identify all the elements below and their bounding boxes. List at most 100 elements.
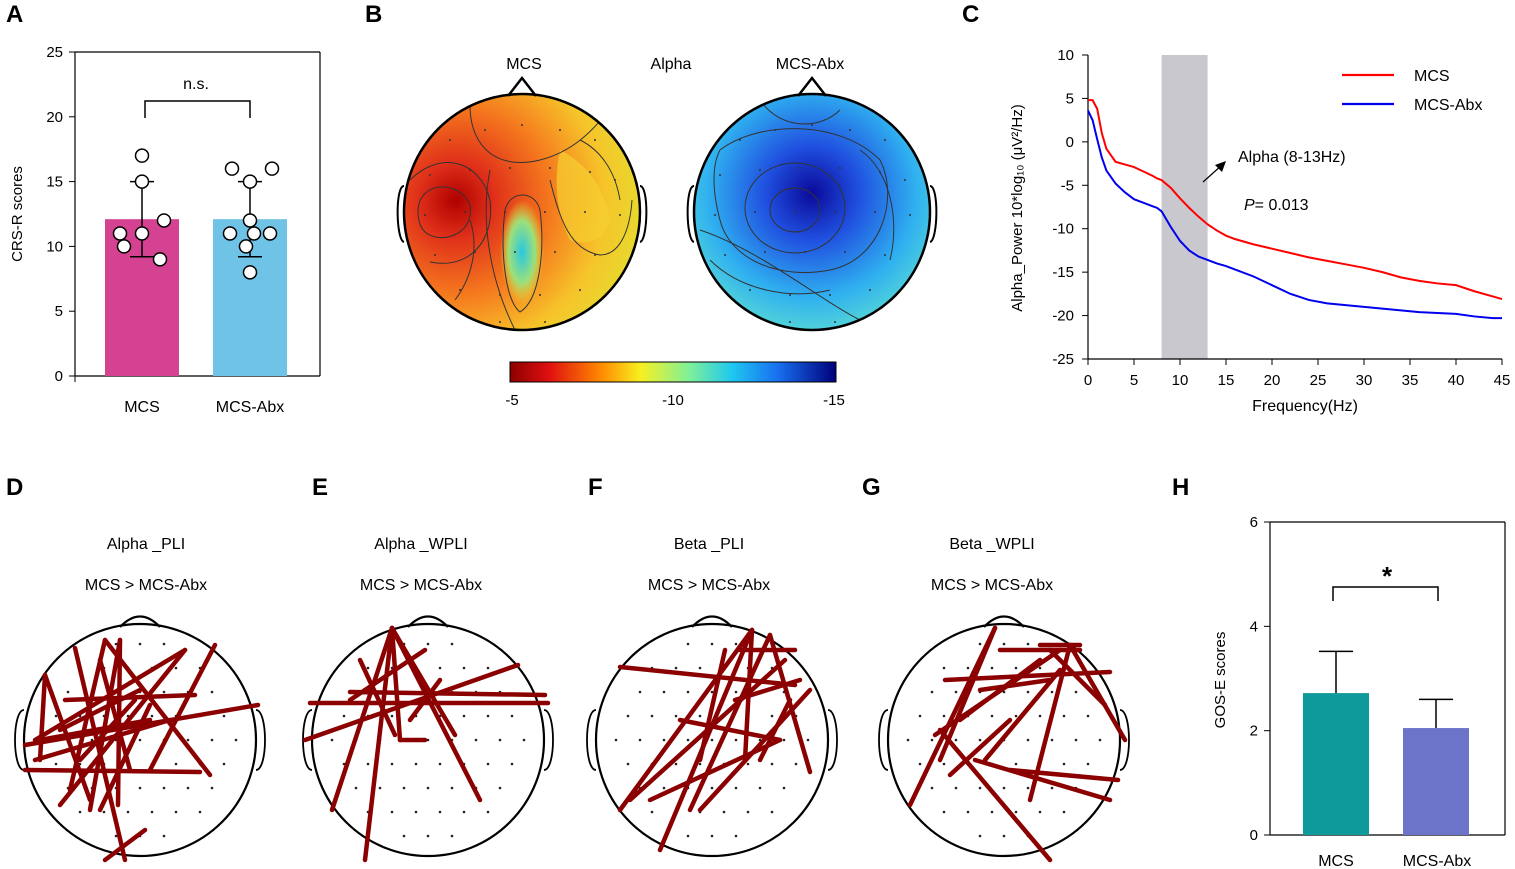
electrode-dot [1050,786,1054,790]
electrode-dot [918,762,922,766]
electrode-dot [450,786,454,790]
electrode-dot [698,762,702,766]
electrode-dot [450,642,454,646]
topomap-mcs [396,75,648,332]
electrode-dot [746,762,750,766]
gos-e-bar-chart: 0 2 4 6 [1250,514,1506,844]
electrode-dot [1002,834,1006,838]
electrode-dot [222,762,226,766]
c-y-tick-label: 0 [1066,134,1074,151]
electrode-dot [150,810,154,814]
electrode-dot [1038,810,1042,814]
electrode-dot [414,810,418,814]
electrode-dot [954,690,958,694]
p-value-number: = 0.013 [1255,197,1309,214]
electrode-dot [638,738,642,742]
head-nose [407,615,449,628]
crs-r-y-axis-title: CRS-R scores [9,166,26,262]
a-data-point [156,213,172,228]
electrode-dot [222,714,226,718]
electrode-dot [522,738,526,742]
electrode-dot [438,666,442,670]
electrode-dot [782,738,786,742]
electrode-dot [486,666,490,670]
electrode-dot [662,738,666,742]
c-x-tick-label: 40 [1448,372,1465,389]
electrode-dot [990,714,994,718]
topomap-label-mcs: MCS [506,56,542,73]
electrode-dot [1014,810,1018,814]
electrode-dot [770,762,774,766]
electrode-dot [710,690,714,694]
panel-letter-f: F [588,474,603,501]
crs-r-significance-label: n.s. [183,76,209,93]
electrode-dot [210,786,214,790]
a-data-point [134,226,150,241]
h-bar-MCS [1303,693,1369,835]
electrode-dot [770,714,774,718]
panel-f: F Beta _PLI MCS > MCS-Abx [586,474,838,858]
network-e-title: Alpha _WPLI [374,536,467,553]
electrode-dot [198,810,202,814]
c-x-tick-label: 0 [1084,372,1092,389]
electrode-dot [498,738,502,742]
a-data-point [242,213,258,228]
electrode-dot [614,738,618,742]
a-y-tick-label: 20 [46,109,63,126]
c-x-tick-label: 45 [1494,372,1511,389]
gos-e-significance-label: * [1382,561,1393,591]
electrode-dot [1050,738,1054,742]
electrode-dot [710,786,714,790]
electrode-dot [930,738,934,742]
electrode-dot [366,762,370,766]
c-x-tick-label: 35 [1402,372,1419,389]
electrode-dot [426,834,430,838]
electrode-dot [174,762,178,766]
c-y-tick-label: -5 [1061,177,1074,194]
electrode-dot [806,738,810,742]
electrode-dot [906,738,910,742]
panel-b: B MCS Alpha MCS-Abx [365,1,938,409]
gos-e-y-axis-title: GOS-E scores [1212,632,1229,729]
a-data-point [112,226,128,241]
electrode-dot [978,738,982,742]
c-series-line-MCS-Abx [1087,110,1502,320]
c-x-tick-label: 10 [1172,372,1189,389]
gos-e-category-mcs-abx: MCS-Abx [1403,853,1471,869]
electrode-dot [674,666,678,670]
h-y-tick-label: 6 [1250,514,1258,531]
topomap-mcs-abx [686,75,938,332]
electrode-dot [942,714,946,718]
electrode-dot [942,810,946,814]
electrode-dot [1026,786,1030,790]
alpha-power-x-axis-title: Frequency(Hz) [1252,398,1358,415]
electrode-dot [674,762,678,766]
panel-letter-e: E [312,474,328,501]
electrode-dot [462,714,466,718]
electrode-dot [174,666,178,670]
electrode-dot [746,810,750,814]
c-x-tick-label: 15 [1218,372,1235,389]
electrode-dot [426,738,430,742]
crs-r-bar-chart: 0 5 10 15 20 25 [46,44,321,385]
a-y-tick-label: 15 [46,174,63,191]
electrode-dot [942,762,946,766]
panel-h: H 0 2 4 6 GOS-E scores * MCS MCS-Abx [1172,474,1506,869]
panel-letter-a: A [6,1,23,28]
electrode-dot [162,786,166,790]
panel-g: G Beta _WPLI MCS > MCS-Abx [862,474,1130,863]
panel-letter-c: C [962,1,979,28]
electrode-dot [650,714,654,718]
electrode-dot [1002,690,1006,694]
electrode-dot [174,810,178,814]
electrode-dot [54,762,58,766]
panel-letter-g: G [862,474,881,501]
electrode-dot [114,642,118,646]
head-right-ear [255,709,266,771]
panel-c: C 10 5 0 -5 -10 -15 -20 -25 0 5 10 15 20 25 30 35 40 45 A… [962,1,1510,415]
electrode-dot [990,666,994,670]
c-y-tick-label: -20 [1052,308,1074,325]
electrode-dot [498,786,502,790]
electrode-dot [66,690,70,694]
